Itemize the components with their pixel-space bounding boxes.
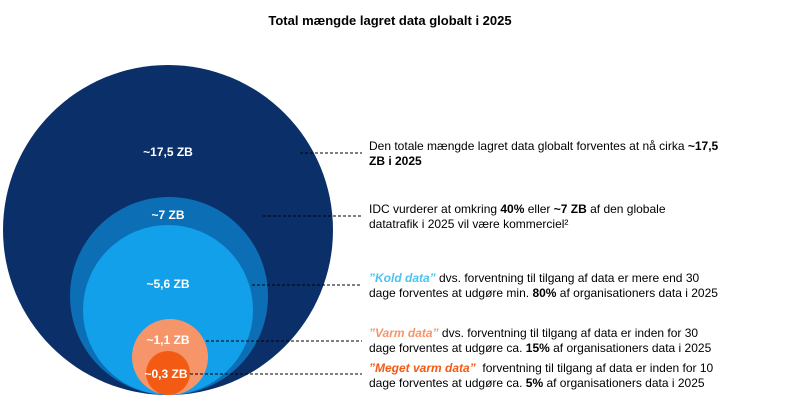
note-text: forventning til tilgang af data er inden…	[476, 361, 714, 375]
circle-label: ~1,1 ZB	[146, 333, 189, 347]
note-text: IDC vurderer at omkring	[369, 202, 500, 216]
note-text: 80%	[532, 286, 556, 300]
note-text: dvs. forventning til tilgang af data er …	[439, 326, 699, 340]
note-line: dage forventes at udgøre min. 80% af org…	[369, 286, 718, 300]
circle-label: ~0,3 ZB	[144, 367, 187, 381]
note-line: Den totale mængde lagret data globalt fo…	[369, 139, 719, 153]
note-text: dage forventes at udgøre ca.	[369, 376, 526, 390]
note-text: dage forventes at udgøre ca.	[369, 341, 526, 355]
note-line: dage forventes at udgøre ca. 5% af organ…	[369, 376, 705, 390]
note-text: dage forventes at udgøre min.	[369, 286, 532, 300]
note-text: af organisationers data i 2025	[550, 341, 712, 355]
note-line: ZB i 2025	[369, 154, 422, 168]
note-text: ZB i 2025	[369, 154, 422, 168]
circle	[83, 225, 253, 395]
title: Total mængde lagret data globalt i 2025	[268, 13, 511, 28]
note-line: ”Varm data” dvs. forventning til tilgang…	[369, 326, 698, 340]
note-text: ~7 ZB	[554, 202, 587, 216]
note-text: 5%	[526, 376, 544, 390]
note-line: ”Kold data” dvs. forventning til tilgang…	[369, 271, 699, 285]
note-text: dvs. forventning til tilgang af data er …	[436, 271, 700, 285]
note-line: IDC vurderer at omkring 40% eller ~7 ZB …	[369, 202, 666, 216]
note-text: eller	[524, 202, 553, 216]
note-text: Den totale mængde lagret data globalt fo…	[369, 139, 688, 153]
note-lead: ”Varm data”	[369, 326, 439, 340]
note-text: 15%	[526, 341, 550, 355]
note-line: dage forventes at udgøre ca. 15% af orga…	[369, 341, 712, 355]
note-lead: ”Meget varm data”	[369, 361, 476, 375]
note-line: datatrafik i 2025 vil være kommerciel²	[369, 217, 568, 231]
circle-label: ~17,5 ZB	[143, 145, 193, 159]
note-lead: ”Kold data”	[369, 271, 436, 285]
circle	[146, 351, 190, 395]
circle-label: ~5,6 ZB	[146, 277, 189, 291]
note-text: 40%	[500, 202, 524, 216]
note-text: datatrafik i 2025 vil være kommerciel²	[369, 217, 568, 231]
note-line: ”Meget varm data” forventning til tilgan…	[369, 361, 714, 375]
circle-label: ~7 ZB	[151, 208, 184, 222]
note-text: af organisationers data i 2025	[543, 376, 705, 390]
note-text: af den globale	[587, 202, 666, 216]
note-text: ~17,5	[688, 139, 719, 153]
note-text: af organisationers data i 2025	[556, 286, 718, 300]
